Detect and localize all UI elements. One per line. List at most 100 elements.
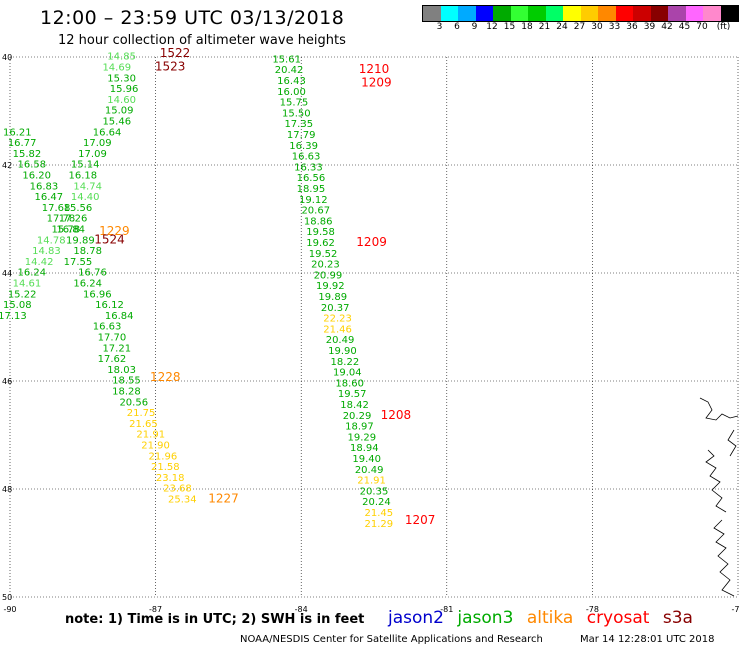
lat-tick-label: 40 — [2, 53, 12, 62]
wave-height-label: 18.60 — [335, 378, 364, 389]
wave-height-label: 16.64 — [93, 127, 122, 138]
pass-time-label: 1228 — [150, 370, 181, 384]
lat-tick-label: 50 — [2, 593, 12, 602]
satellite-cryosat: cryosat — [586, 608, 650, 628]
wave-height-label: 16.83 — [30, 181, 59, 192]
wave-height-label: 16.84 — [105, 311, 134, 322]
legend-swatch — [580, 6, 598, 21]
legend-label: (ft) — [716, 22, 731, 32]
wave-height-label: 14.74 — [73, 181, 102, 192]
wave-height-label: 15.96 — [110, 84, 139, 95]
wave-height-label: 16.96 — [83, 289, 112, 300]
legend-label: 30 — [591, 22, 603, 32]
wave-height-label: 18.78 — [73, 246, 102, 257]
legend-swatch — [650, 6, 668, 21]
legend-label: 33 — [608, 22, 621, 32]
pass-time-label: 1209 — [356, 235, 387, 249]
footer-timestamp: Mar 14 12:28:01 UTC 2018 — [580, 634, 715, 645]
wave-height-label: 21.75 — [127, 408, 156, 419]
wave-height-label: 14.60 — [107, 95, 136, 106]
legend-swatch — [703, 6, 721, 21]
coastline-segment — [713, 519, 735, 597]
wave-height-label: 17.09 — [78, 149, 107, 160]
wave-height-label: 17.21 — [102, 343, 131, 354]
wave-height-label: 20.49 — [355, 465, 384, 476]
legend-label: 42 — [661, 22, 673, 32]
legend-swatch — [493, 6, 511, 21]
wave-height-label: 21.90 — [141, 441, 170, 452]
legend-swatch — [440, 6, 458, 21]
wave-height-label: 17.78 — [47, 214, 76, 225]
wave-height-label: 20.67 — [301, 206, 330, 217]
wave-height-label: 19.12 — [299, 195, 328, 206]
wave-height-label: 17.62 — [98, 354, 127, 365]
wave-height-label: 21.58 — [151, 462, 180, 473]
legend-swatch — [423, 6, 441, 21]
pass-time-label: 1523 — [155, 60, 186, 74]
legend-label: 9 — [471, 22, 478, 32]
wave-height-label: 20.99 — [314, 270, 343, 281]
wave-height-label: 15.78 — [51, 225, 80, 236]
wave-height-label: 16.77 — [8, 138, 37, 149]
legend-swatch — [458, 6, 476, 21]
wave-height-label: 21.45 — [365, 508, 394, 519]
wave-height-label: 22.23 — [323, 314, 352, 325]
pass-time-label: 1207 — [405, 513, 436, 527]
legend-label: 39 — [643, 22, 656, 32]
satellite-jason2: jason2 — [388, 608, 444, 628]
wave-height-label: 16.39 — [289, 141, 318, 152]
satellite-s3a: s3a — [662, 608, 693, 628]
pass-time-labels: 1522152312291524122812271210120912091208… — [94, 46, 435, 527]
wave-height-label: 16.63 — [292, 152, 321, 163]
wave-height-label: 20.29 — [343, 411, 372, 422]
wave-height-label: 16.21 — [3, 127, 32, 138]
lat-lon-grid — [9, 56, 739, 598]
lon-tick-label: -75 — [731, 605, 740, 614]
wave-height-label: 19.90 — [328, 346, 357, 357]
legend-swatch — [720, 6, 738, 21]
wave-height-label: 20.37 — [321, 303, 350, 314]
wave-height-label: 14.42 — [25, 257, 54, 268]
wave-height-label: 16.24 — [18, 268, 47, 279]
wave-height-label: 20.23 — [311, 260, 340, 271]
coastline-segment — [705, 449, 727, 513]
wave-height-label: 15.82 — [13, 149, 42, 160]
wave-height-label: 17.70 — [98, 333, 127, 344]
pass-time-label: 1209 — [361, 76, 392, 90]
wave-height-label: 18.95 — [297, 184, 326, 195]
wave-height-label: 23.18 — [156, 473, 185, 484]
wave-height-label: 14.61 — [13, 279, 42, 290]
wave-height-label: 17.55 — [64, 257, 93, 268]
wave-height-label: 16.76 — [78, 268, 107, 279]
wave-height-label: 16.12 — [95, 300, 124, 311]
wave-height-label: 21.96 — [149, 451, 178, 462]
wave-height-label: 21.29 — [365, 519, 394, 530]
wave-height-label: 21.91 — [136, 430, 165, 441]
legend-label: 3 — [436, 22, 443, 32]
wave-height-label: 19.62 — [306, 238, 335, 249]
legend-swatch — [685, 6, 703, 21]
wave-height-label: 18.42 — [340, 400, 369, 411]
wave-height-label: 15.08 — [3, 300, 32, 311]
wave-height-label: 23.68 — [163, 484, 192, 495]
legend-swatch — [475, 6, 493, 21]
map-title: 12:00 – 23:59 UTC 03/13/2018 — [40, 7, 345, 29]
wave-height-label: 15.61 — [272, 54, 301, 65]
wave-height-label: 17.35 — [284, 119, 313, 130]
wave-height-label: 16.58 — [18, 160, 47, 171]
lat-tick-label: 44 — [2, 269, 12, 278]
legend-swatch — [510, 6, 528, 21]
legend-label: 6 — [454, 22, 460, 32]
lon-tick-label: -87 — [149, 605, 162, 614]
wave-height-label: 16.47 — [35, 192, 64, 203]
wave-height-label: 18.94 — [350, 443, 379, 454]
wave-height-label: 19.58 — [306, 227, 335, 238]
wave-height-label: 21.65 — [129, 419, 158, 430]
wave-height-label: 15.09 — [105, 106, 134, 117]
pass-time-label: 1229 — [99, 224, 130, 238]
legend-label: 24 — [556, 22, 568, 32]
wave-height-label: 18.03 — [107, 365, 136, 376]
coastline — [699, 397, 739, 597]
legend-swatch — [668, 6, 686, 21]
wave-height-label: 15.14 — [71, 160, 100, 171]
